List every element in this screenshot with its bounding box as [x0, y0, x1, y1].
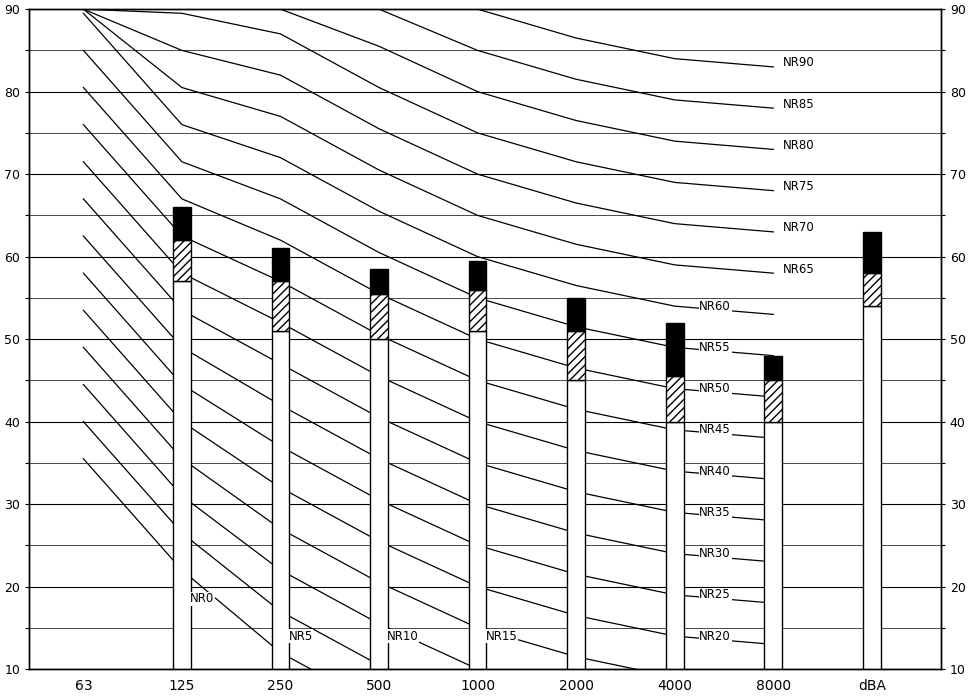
Bar: [271, 282, 289, 331]
Bar: [370, 339, 388, 669]
Bar: [567, 298, 584, 331]
Bar: [271, 331, 289, 669]
Text: NR85: NR85: [782, 98, 814, 111]
Bar: [172, 240, 191, 282]
Text: NR70: NR70: [782, 221, 814, 234]
Bar: [665, 376, 683, 422]
Text: NR10: NR10: [387, 629, 419, 643]
Bar: [370, 269, 388, 293]
Text: NR20: NR20: [699, 629, 731, 643]
Text: NR45: NR45: [699, 423, 731, 436]
Bar: [764, 422, 781, 669]
Bar: [271, 248, 289, 282]
Bar: [567, 381, 584, 669]
Bar: [468, 331, 486, 669]
Bar: [862, 273, 880, 306]
Bar: [468, 290, 486, 331]
Bar: [172, 207, 191, 240]
Text: NR75: NR75: [782, 180, 814, 193]
Text: NR80: NR80: [782, 139, 814, 152]
Text: NR5: NR5: [288, 629, 312, 643]
Text: NR65: NR65: [782, 263, 814, 275]
Bar: [862, 306, 880, 669]
Bar: [665, 323, 683, 376]
Text: NR50: NR50: [699, 382, 731, 395]
Bar: [665, 422, 683, 669]
Text: NR60: NR60: [699, 300, 731, 313]
Text: NR40: NR40: [699, 465, 731, 477]
Bar: [764, 381, 781, 422]
Text: NR90: NR90: [782, 56, 814, 69]
Bar: [764, 355, 781, 381]
Text: NR0: NR0: [190, 592, 214, 606]
Bar: [370, 293, 388, 339]
Bar: [468, 261, 486, 290]
Text: NR15: NR15: [485, 629, 516, 643]
Bar: [567, 331, 584, 381]
Bar: [862, 232, 880, 273]
Text: NR25: NR25: [699, 588, 731, 602]
Text: NR30: NR30: [699, 547, 731, 560]
Text: NR55: NR55: [699, 341, 731, 354]
Text: NR35: NR35: [699, 506, 731, 519]
Bar: [172, 282, 191, 669]
